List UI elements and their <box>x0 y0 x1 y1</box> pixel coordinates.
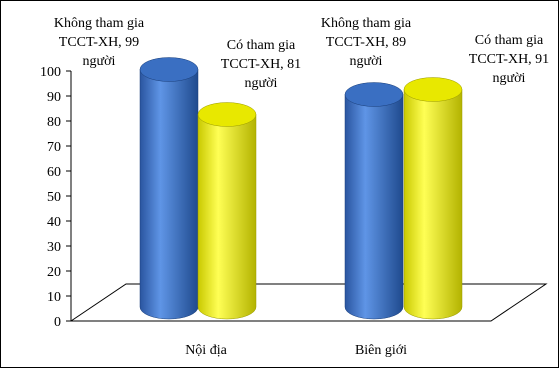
y-tick-label: 30 <box>47 240 61 255</box>
y-tick-label: 100 <box>40 65 61 80</box>
y-tick-label: 10 <box>47 290 61 305</box>
bar-body <box>344 94 404 320</box>
data-label: Có tham gia TCCT-XH, 91 người <box>469 33 549 86</box>
data-label: Có tham gia TCCT-XH, 81 người <box>221 38 301 91</box>
chart-floor <box>69 283 548 322</box>
y-tick-label: 80 <box>47 115 61 130</box>
x-category-label: Nội địa <box>185 343 227 358</box>
y-tick-label: 60 <box>47 165 61 180</box>
y-tick-label: 0 <box>54 315 61 330</box>
bar-body <box>197 114 257 320</box>
bar-top <box>403 77 463 102</box>
y-tick-label: 50 <box>47 190 61 205</box>
bar-top <box>139 57 199 82</box>
y-tick-label: 20 <box>47 265 61 280</box>
data-label: Không tham gia TCCT-XH, 99 người <box>54 16 145 69</box>
labels-layer: Không tham gia TCCT-XH, 99 người Có tham gi… <box>54 16 549 91</box>
data-label: Không tham gia TCCT-XH, 89 người <box>321 16 412 69</box>
bar-body <box>139 69 199 320</box>
bar-top <box>344 82 404 107</box>
bar-body <box>403 89 463 320</box>
bars-layer <box>139 57 463 320</box>
bar-top <box>197 102 257 127</box>
y-tick-label: 70 <box>47 140 61 155</box>
y-tick-label: 90 <box>47 90 61 105</box>
y-tick-label: 40 <box>47 215 61 230</box>
x-category-label: Biên giới <box>355 343 407 358</box>
axes-layer: 0 10 20 30 40 50 60 70 80 90 100 Nội địa Biên giới <box>40 65 548 358</box>
